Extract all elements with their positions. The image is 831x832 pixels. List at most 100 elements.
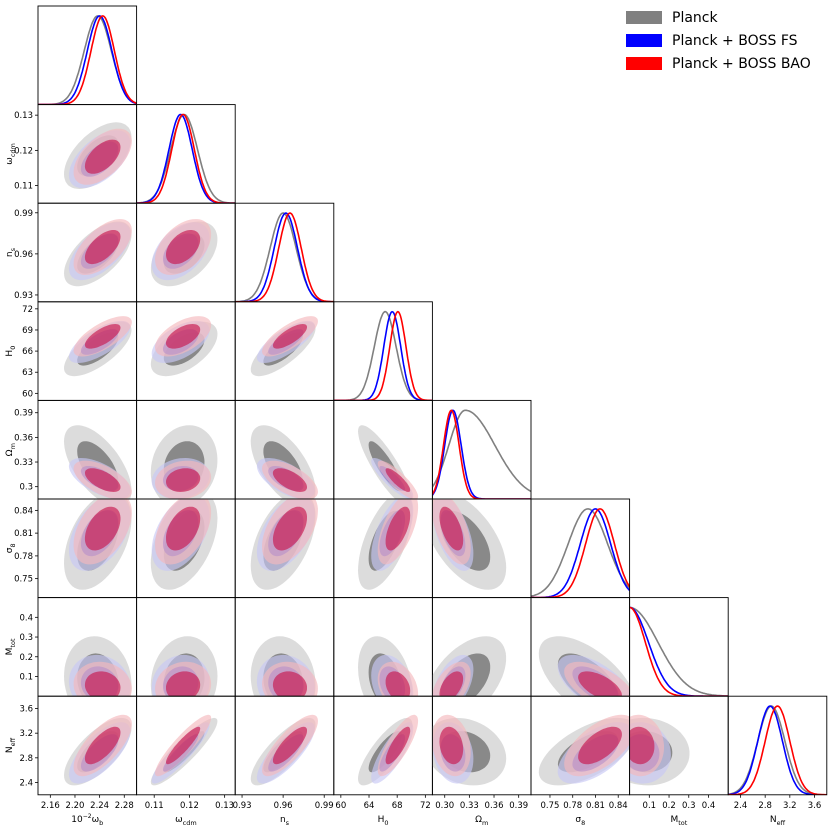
xtick-label-H0-1: 64 xyxy=(364,801,375,811)
panel-content xyxy=(358,499,419,590)
panel-omega_b-omega_b xyxy=(37,5,138,106)
panel-content xyxy=(531,508,630,598)
marginal-M_tot-0 xyxy=(629,606,729,697)
xtick-label-M_tot-3: 0.4 xyxy=(702,801,716,811)
ytick-label-H0-2: 66 xyxy=(22,347,33,357)
panel-content xyxy=(629,714,690,786)
panel-H0-omega_cdm xyxy=(136,301,236,401)
xlabel-Omega_m: Ωm xyxy=(475,815,488,827)
xlabel-N_eff: Neff xyxy=(770,815,786,827)
legend-label-boss-bao: Planck + BOSS BAO xyxy=(672,55,811,72)
ytick-label-N_eff-1: 2.8 xyxy=(19,754,33,764)
contour-H0-omega_b-2-1 xyxy=(84,324,121,349)
panel-content xyxy=(64,425,132,499)
panel-content xyxy=(432,499,507,590)
marginal-omega_b-1 xyxy=(38,15,137,105)
panel-N_eff-N_eff: 2.4 2.8 3.2 3.6 Neff xyxy=(727,695,828,827)
panel-content xyxy=(235,212,334,302)
panel-omega_cdm-omega_cdm xyxy=(136,104,236,204)
ytick-label-M_tot-2: 0.3 xyxy=(19,633,33,643)
marginal-N_eff-0 xyxy=(728,705,827,795)
panel-N_eff-Omega_m: 0.30 0.33 0.36 0.39 Ωm xyxy=(431,695,532,827)
xtick-label-n_s-2: 0.99 xyxy=(315,801,334,811)
panel-content xyxy=(538,714,630,786)
ytick-label-N_eff-3: 3.6 xyxy=(19,705,33,715)
marginal-Omega_m-2 xyxy=(432,409,531,499)
panel-H0-H0 xyxy=(333,301,433,401)
marginal-N_eff-2 xyxy=(728,705,827,795)
panel-content xyxy=(64,316,132,377)
ylabel-N_eff: Neff xyxy=(5,737,17,753)
panel-content xyxy=(250,636,318,697)
ytick-label-sigma8-0: 0.75 xyxy=(14,575,33,585)
panel-content xyxy=(150,636,218,697)
xtick-label-sigma8-2: 0.81 xyxy=(586,801,605,811)
panel-content xyxy=(432,636,507,697)
xtick-label-M_tot-0: 0.1 xyxy=(643,801,657,811)
contour-n_s-omega_cdm-2-1 xyxy=(166,230,201,265)
xtick-label-Omega_m-1: 0.33 xyxy=(460,801,479,811)
marginal-n_s-0 xyxy=(235,212,334,302)
contour-H0-omega_cdm-2-1 xyxy=(166,324,201,349)
contour-sigma8-omega_cdm-2-1 xyxy=(166,506,201,551)
xtick-label-sigma8-0: 0.75 xyxy=(540,801,559,811)
panel-N_eff-omega_cdm: 0.11 0.12 0.13 ωcdm xyxy=(136,695,236,827)
panel-n_s-n_s xyxy=(234,202,335,303)
panel-content xyxy=(358,636,419,697)
contour-N_eff-M_tot-2-1 xyxy=(629,726,655,765)
xtick-label-n_s-0: 0.93 xyxy=(233,801,252,811)
panel-n_s-omega_cdm xyxy=(136,202,236,303)
panel-sigma8-omega_cdm xyxy=(136,498,236,599)
ytick-label-H0-1: 63 xyxy=(22,368,33,378)
panel-content xyxy=(150,425,218,499)
panel-content xyxy=(150,219,218,287)
panel-N_eff-M_tot: 0.1 0.2 0.3 0.4 Mtot xyxy=(629,695,729,827)
contour-N_eff-H0-2-1 xyxy=(385,726,411,765)
contour-N_eff-sigma8-2-1 xyxy=(578,726,622,765)
legend-item-boss-bao: Planck + BOSS BAO xyxy=(626,52,826,75)
marginal-H0-1 xyxy=(333,310,433,401)
legend-label-boss-fs: Planck + BOSS FS xyxy=(672,32,798,49)
panel-content xyxy=(629,606,729,697)
panel-N_eff-sigma8: 0.75 0.78 0.81 0.84 σ8 xyxy=(530,695,631,827)
contour-H0-n_s-2-1 xyxy=(272,324,307,349)
xtick-label-omega_cdm-2: 0.13 xyxy=(215,801,234,811)
xtick-label-N_eff-0: 2.4 xyxy=(734,801,748,811)
ytick-label-H0-0: 60 xyxy=(22,389,33,399)
marginal-Omega_m-0 xyxy=(432,409,531,493)
legend-swatch-boss-fs xyxy=(626,34,662,47)
panel-Omega_m-omega_cdm xyxy=(136,399,236,500)
panel-omega_cdm-omega_b: 0.11 0.12 0.13 ωcdm xyxy=(5,104,138,204)
panel-content xyxy=(64,219,132,287)
panel-M_tot-sigma8 xyxy=(530,597,631,697)
panel-content xyxy=(38,15,137,105)
ylabel-omega_cdm: ωcdm xyxy=(5,143,17,165)
panel-Omega_m-omega_b: 0.3 0.33 0.36 0.39 Ωm xyxy=(5,399,138,500)
panel-content xyxy=(64,122,132,189)
panel-frame xyxy=(234,202,335,303)
panel-frame xyxy=(727,695,828,796)
xtick-label-omega_b-1: 2.20 xyxy=(66,801,85,811)
contour-Omega_m-omega_cdm-2-1 xyxy=(166,468,201,492)
ytick-label-omega_cdm-2: 0.13 xyxy=(14,111,33,121)
panel-sigma8-sigma8 xyxy=(530,498,631,599)
marginal-sigma8-2 xyxy=(531,508,630,598)
marginal-n_s-2 xyxy=(235,212,334,302)
panel-content xyxy=(150,316,218,377)
xtick-label-omega_b-3: 2.28 xyxy=(115,801,134,811)
panel-M_tot-n_s xyxy=(234,597,335,697)
panel-content xyxy=(358,714,419,786)
ytick-label-M_tot-0: 0.1 xyxy=(19,672,33,682)
xtick-label-Omega_m-0: 0.30 xyxy=(435,801,454,811)
panel-content xyxy=(150,714,218,786)
panel-Omega_m-Omega_m xyxy=(431,399,532,500)
panel-content xyxy=(432,714,507,786)
xtick-label-N_eff-1: 2.8 xyxy=(758,801,772,811)
xtick-label-N_eff-3: 3.6 xyxy=(808,801,822,811)
legend-label-planck: Planck xyxy=(672,9,718,26)
ytick-label-omega_cdm-0: 0.11 xyxy=(14,182,33,192)
ytick-label-H0-4: 72 xyxy=(22,305,33,315)
contour-N_eff-omega_cdm-2-1 xyxy=(166,726,201,765)
contour-M_tot-sigma8-2-1 xyxy=(578,671,622,697)
ylabel-n_s: ns xyxy=(5,247,17,257)
